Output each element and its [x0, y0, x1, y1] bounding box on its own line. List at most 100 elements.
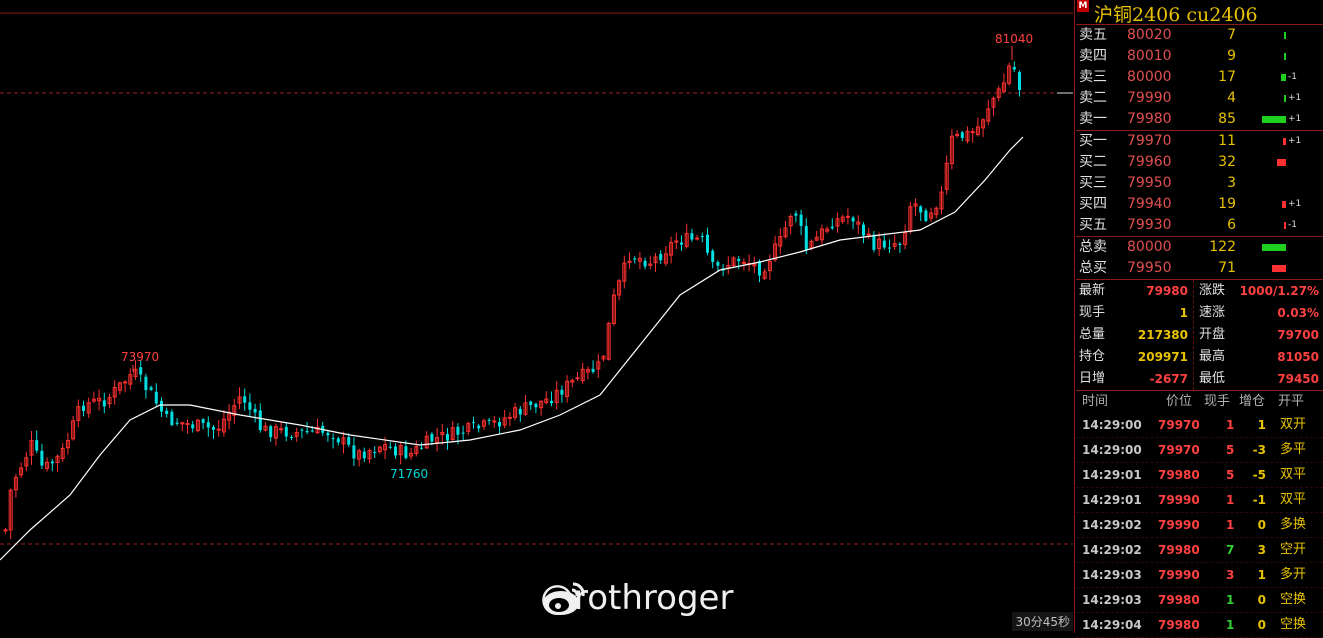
candle [804, 218, 808, 255]
stat-value: 217380 [1137, 328, 1188, 342]
candle [160, 397, 163, 417]
candle [144, 373, 148, 399]
buy-price[interactable]: 79930 [1127, 217, 1172, 233]
candle [695, 234, 700, 241]
totals-price[interactable]: 80000 [1127, 239, 1172, 255]
candle [1007, 62, 1012, 86]
candle [674, 232, 679, 250]
candle [55, 454, 60, 472]
candle [706, 227, 709, 256]
stat-value-2: 81050 [1277, 350, 1319, 364]
candle [737, 256, 741, 270]
stat-row: 日增 -2677 最低 79450 [1076, 368, 1323, 390]
candle [97, 389, 102, 411]
tick-price: 79980 [1158, 618, 1200, 632]
ticks-list[interactable]: 14:29:00 79970 1 1 双开 14:29:00 79970 5 -3 多平 14:29… [1076, 413, 1323, 638]
totals-row[interactable]: 总卖 80000 122 [1076, 237, 1323, 258]
buy-row[interactable]: 买五 79930 6 -1 [1076, 215, 1323, 236]
tick-row[interactable]: 14:29:00 79970 1 1 双开 [1076, 413, 1323, 438]
buy-price[interactable]: 79950 [1127, 175, 1172, 191]
candle [908, 201, 913, 234]
candle [180, 421, 185, 432]
candle [377, 445, 382, 454]
buy-price[interactable]: 79960 [1127, 154, 1172, 170]
tick-volume: 5 [1226, 468, 1235, 482]
tick-row[interactable]: 14:29:03 79990 3 1 多开 [1076, 563, 1323, 588]
candle [965, 126, 970, 144]
tick-price: 79980 [1158, 468, 1200, 482]
tick-row[interactable]: 14:29:01 79980 5 -5 双平 [1076, 463, 1323, 488]
stat-value: 1 [1179, 306, 1188, 320]
tick-row[interactable]: 14:29:00 79970 5 -3 多平 [1076, 438, 1323, 463]
sell-row[interactable]: 卖五 80020 7 [1076, 25, 1323, 46]
sell-price[interactable]: 80010 [1127, 48, 1172, 64]
candle [201, 417, 205, 430]
candle [35, 430, 39, 454]
totals-label: 总卖 [1079, 239, 1107, 255]
sell-label: 卖一 [1079, 111, 1107, 127]
buy-row[interactable]: 买四 79940 19 +1 [1076, 194, 1323, 215]
sell-row[interactable]: 卖四 80010 9 [1076, 46, 1323, 67]
candles [3, 61, 1021, 539]
sell-row[interactable]: 卖三 80000 17 -1 [1076, 67, 1323, 88]
candle [1018, 70, 1021, 97]
candle [290, 435, 293, 441]
sell-volume-bar [1281, 74, 1286, 81]
candle [394, 443, 397, 459]
buy-label: 买一 [1079, 133, 1107, 149]
kline-svg[interactable]: 81040 73970 71760 [0, 0, 1075, 633]
stat-key-2: 速涨 [1199, 305, 1226, 320]
candle [731, 256, 736, 268]
buy-row[interactable]: 买二 79960 32 [1076, 152, 1323, 173]
moving-average-line [0, 136, 1024, 561]
candle [243, 388, 247, 411]
tick-row[interactable]: 14:29:04 79980 1 0 空换 [1076, 613, 1323, 638]
buy-price[interactable]: 79940 [1127, 196, 1172, 212]
stat-row: 持仓 209971 最高 81050 [1076, 346, 1323, 368]
stat-key-2: 开盘 [1199, 327, 1226, 342]
tick-oi-change: 1 [1257, 568, 1266, 582]
totals-price[interactable]: 79950 [1127, 260, 1172, 276]
candle [690, 228, 694, 242]
tick-row[interactable]: 14:29:02 79990 1 0 多换 [1076, 513, 1323, 538]
buy-row[interactable]: 买三 79950 3 [1076, 173, 1323, 194]
candle [758, 259, 761, 283]
kline-chart[interactable]: 81040 73970 71760 @rothroger 30分45秒 [0, 0, 1075, 633]
tick-row[interactable]: 14:29:01 79990 1 -1 双平 [1076, 488, 1323, 513]
sell-price[interactable]: 79990 [1127, 90, 1172, 106]
ticks-header: 时间 价位 现手 增仓 开平 [1076, 391, 1323, 413]
candle [117, 381, 122, 395]
candle [347, 433, 351, 448]
tick-row[interactable]: 14:29:03 79980 1 0 空换 [1076, 588, 1323, 613]
candle [76, 399, 81, 428]
stat-key: 最新 [1079, 283, 1106, 298]
candle [663, 246, 668, 266]
buy-volume-bar [1282, 201, 1286, 208]
candle [206, 416, 210, 437]
tick-oi-change: -3 [1252, 443, 1266, 457]
sell-label: 卖二 [1079, 90, 1107, 106]
totals-qty: 122 [1209, 239, 1236, 255]
candle [773, 235, 778, 262]
sell-row[interactable]: 卖二 79990 4 +1 [1076, 88, 1323, 109]
tick-time: 14:29:00 [1082, 418, 1142, 432]
tick-row[interactable]: 14:29:02 79980 7 3 空开 [1076, 538, 1323, 563]
candle [232, 398, 237, 424]
candle [102, 392, 106, 414]
candle [273, 423, 278, 446]
candle [40, 443, 44, 470]
candle [305, 421, 309, 435]
buy-price[interactable]: 79970 [1127, 133, 1172, 149]
candle [294, 427, 299, 442]
sell-row[interactable]: 卖一 79980 85 +1 [1076, 109, 1323, 130]
totals-row[interactable]: 总买 79950 71 [1076, 258, 1323, 279]
sell-price[interactable]: 80000 [1127, 69, 1172, 85]
sell-price[interactable]: 80020 [1127, 27, 1172, 43]
buy-row[interactable]: 买一 79970 11 +1 [1076, 131, 1323, 152]
stat-value-2: 79700 [1277, 328, 1319, 342]
candle [903, 224, 908, 250]
tick-price: 79970 [1158, 443, 1200, 457]
sell-change: +1 [1288, 114, 1302, 124]
sell-price[interactable]: 79980 [1127, 111, 1172, 127]
sell-volume-bar [1284, 53, 1286, 60]
